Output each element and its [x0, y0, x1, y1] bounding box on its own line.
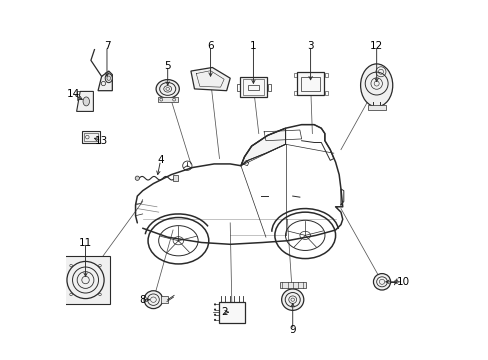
- Polygon shape: [98, 71, 112, 91]
- Bar: [300, 77, 319, 91]
- Bar: [83, 133, 98, 141]
- Polygon shape: [241, 128, 285, 166]
- Ellipse shape: [156, 80, 179, 98]
- Bar: [161, 296, 167, 303]
- Text: 4: 4: [157, 156, 163, 165]
- Bar: [81, 131, 100, 143]
- Text: 14: 14: [66, 89, 80, 99]
- Bar: [242, 79, 264, 95]
- Circle shape: [214, 309, 216, 311]
- Bar: [294, 90, 297, 95]
- Text: 13: 13: [95, 136, 108, 146]
- Text: 11: 11: [79, 238, 92, 248]
- Text: 9: 9: [289, 325, 295, 335]
- Circle shape: [214, 303, 216, 306]
- Bar: [297, 72, 324, 95]
- Bar: [279, 282, 305, 288]
- Ellipse shape: [373, 274, 390, 290]
- Polygon shape: [190, 67, 230, 91]
- Bar: [367, 105, 385, 110]
- Bar: [218, 302, 245, 323]
- Text: 12: 12: [369, 41, 383, 51]
- Bar: [247, 85, 258, 90]
- Bar: [173, 175, 178, 181]
- Bar: [61, 256, 109, 304]
- Bar: [294, 73, 297, 77]
- Polygon shape: [77, 91, 93, 111]
- Circle shape: [135, 176, 139, 180]
- Ellipse shape: [83, 97, 89, 106]
- Text: 5: 5: [164, 61, 171, 71]
- Ellipse shape: [281, 289, 303, 310]
- Bar: [267, 84, 270, 91]
- Bar: [324, 90, 327, 95]
- Text: 10: 10: [396, 277, 409, 287]
- Ellipse shape: [144, 291, 163, 309]
- Text: 2: 2: [221, 307, 228, 317]
- Circle shape: [214, 314, 216, 316]
- Bar: [157, 97, 177, 103]
- Text: 6: 6: [207, 41, 213, 51]
- Bar: [240, 77, 266, 98]
- Text: 7: 7: [103, 41, 110, 51]
- Ellipse shape: [105, 74, 112, 83]
- Bar: [237, 84, 240, 91]
- Bar: [324, 73, 327, 77]
- Text: 3: 3: [306, 41, 313, 51]
- Ellipse shape: [360, 64, 392, 107]
- Text: 1: 1: [249, 41, 256, 51]
- Circle shape: [214, 319, 216, 321]
- Text: 8: 8: [139, 295, 146, 305]
